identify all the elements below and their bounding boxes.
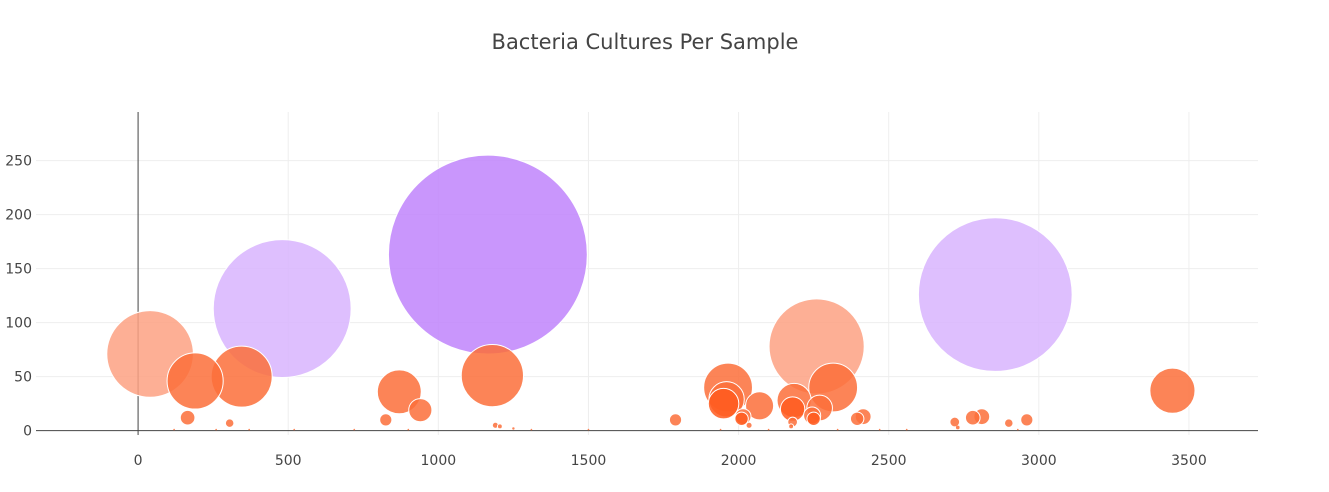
bubble-point[interactable] (668, 413, 683, 427)
bubble-point[interactable] (379, 413, 393, 427)
y-tick-label: 150 (5, 262, 32, 278)
y-tick-label: 100 (5, 316, 32, 332)
y-tick-label: 0 (23, 424, 32, 440)
bubble-point[interactable] (955, 425, 960, 430)
bubble-point[interactable] (173, 428, 175, 431)
bubble-point[interactable] (1149, 367, 1196, 414)
bubble-point[interactable] (707, 387, 740, 420)
bubble-point[interactable] (224, 418, 235, 428)
bubble-point[interactable] (1020, 413, 1034, 427)
bubble-point[interactable] (745, 391, 775, 421)
bubble-point[interactable] (407, 428, 410, 431)
bubble-point[interactable] (248, 428, 250, 431)
bubble-point[interactable] (512, 427, 515, 430)
bubble-point[interactable] (212, 239, 352, 379)
x-tick-label: 3000 (1021, 453, 1057, 469)
bubble-point[interactable] (496, 423, 503, 430)
x-tick-label: 2000 (721, 453, 757, 469)
bubble-point[interactable] (806, 411, 821, 427)
bubble-point[interactable] (215, 428, 217, 431)
x-tick-label: 1000 (421, 453, 457, 469)
bubble-point[interactable] (1004, 418, 1014, 428)
bubble-point[interactable] (179, 409, 196, 426)
bubble-point[interactable] (836, 428, 839, 431)
x-tick-label: 1500 (571, 453, 607, 469)
x-tick-label: 500 (275, 453, 302, 469)
bubble-point[interactable] (949, 416, 961, 428)
bubble-point[interactable] (353, 428, 356, 431)
bubble-point[interactable] (767, 428, 770, 431)
y-tick-label: 250 (5, 154, 32, 170)
x-axis-ticks: 0 500 1000 1500 2000 2500 3000 3500 (134, 453, 1207, 469)
bubble-point[interactable] (408, 398, 433, 423)
x-tick-label: 3500 (1171, 453, 1207, 469)
x-tick-label: 0 (134, 453, 143, 469)
bubble-point[interactable] (849, 411, 865, 427)
bubble-point[interactable] (745, 421, 753, 429)
bubble-point[interactable] (387, 154, 588, 355)
bubble-point[interactable] (166, 352, 224, 410)
bubble-point[interactable] (1017, 428, 1019, 431)
bubble-point[interactable] (964, 409, 981, 426)
bubble-point[interactable] (587, 428, 590, 431)
y-tick-label: 200 (5, 208, 32, 224)
bubble-point[interactable] (376, 369, 422, 415)
bubble-point[interactable] (788, 423, 795, 430)
y-axis-ticks: 0 50 100 150 200 250 (5, 154, 32, 440)
bubble-point[interactable] (905, 428, 908, 431)
bubble-point[interactable] (734, 411, 749, 427)
bubble-point[interactable] (719, 428, 722, 431)
chart-title: Bacteria Cultures Per Sample (492, 30, 799, 54)
bubble-point[interactable] (530, 428, 533, 431)
bubble-point[interactable] (293, 428, 296, 431)
bubbles[interactable] (106, 154, 1196, 431)
bubble-point[interactable] (878, 428, 881, 431)
y-tick-label: 50 (14, 370, 32, 386)
bubble-point[interactable] (460, 343, 524, 408)
bubble-point[interactable] (917, 217, 1073, 372)
x-tick-label: 2500 (871, 453, 907, 469)
